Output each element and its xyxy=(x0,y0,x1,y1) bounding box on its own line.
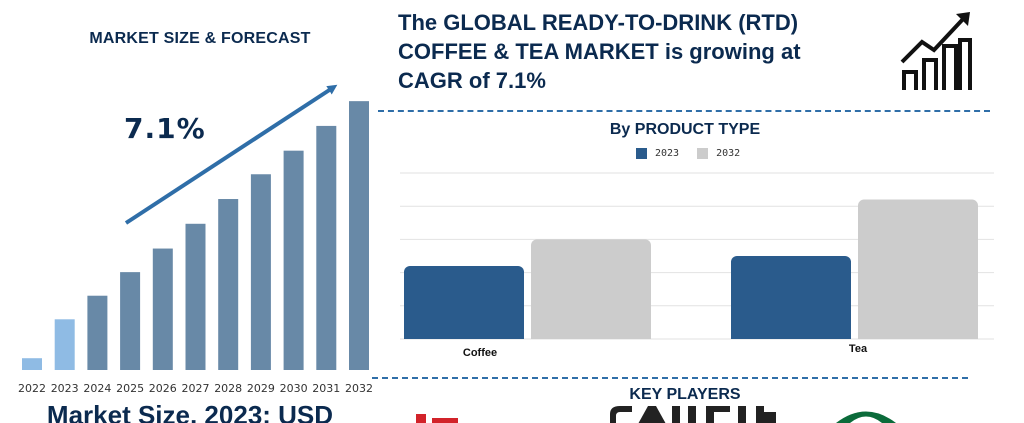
player-logo-green xyxy=(836,411,896,423)
legend-label-2023: 2023 xyxy=(655,148,680,159)
product-legend: 2023 2032 xyxy=(636,148,758,159)
cagr-annotation: 7.1% xyxy=(124,112,206,145)
forecast-bar-2024 xyxy=(87,295,108,370)
forecast-tick-2024: 2024 xyxy=(83,382,111,395)
legend-label-2032: 2032 xyxy=(716,148,741,159)
product-bar-base xyxy=(404,333,524,339)
key-players-title: KEY PLAYERS xyxy=(629,386,741,403)
legend-swatch-2023 xyxy=(636,148,647,159)
legend-item-2023: 2023 xyxy=(636,148,679,159)
forecast-tick-2031: 2031 xyxy=(312,382,340,395)
section-divider xyxy=(372,377,968,379)
forecast-bar-2025 xyxy=(120,272,141,370)
forecast-bar-chart: 2022 2023 2024 2025 2026 2027 2028 2029 2030 2031… xyxy=(18,84,373,395)
forecast-bar-2028 xyxy=(218,199,239,370)
product-bar-tea-2032 xyxy=(858,199,978,339)
forecast-tick-2022: 2022 xyxy=(18,382,46,395)
forecast-bar-2031 xyxy=(316,125,337,370)
product-bar-base xyxy=(731,333,851,339)
forecast-bar-2029 xyxy=(250,174,271,370)
forecast-tick-2032: 2032 xyxy=(345,382,373,395)
product-type-bar-chart: Coffee Tea xyxy=(400,172,994,359)
forecast-bar-2022 xyxy=(22,358,42,370)
product-bar-tea-2023 xyxy=(731,256,851,339)
section-divider xyxy=(378,110,990,112)
forecast-bar-2030 xyxy=(283,150,304,370)
forecast-tick-2025: 2025 xyxy=(116,382,144,395)
product-type-title: By PRODUCT TYPE xyxy=(609,121,761,138)
product-bar-coffee-2032 xyxy=(531,239,651,339)
player-logo-red xyxy=(416,414,458,423)
forecast-tick-2029: 2029 xyxy=(247,382,275,395)
market-size-caption: Market Size, 2023: USD xyxy=(46,400,334,423)
product-tick-coffee: Coffee xyxy=(463,347,497,359)
legend-swatch-2032 xyxy=(697,148,709,159)
product-tick-tea: Tea xyxy=(849,343,868,355)
headline: The GLOBAL READY-TO-DRINK (RTD) COFFEE &… xyxy=(398,10,801,93)
forecast-tick-2027: 2027 xyxy=(182,382,210,395)
forecast-tick-2026: 2026 xyxy=(149,382,177,395)
forecast-bar-2027 xyxy=(185,223,206,370)
market-size-title: MARKET SIZE & FORECAST xyxy=(89,30,311,47)
forecast-bar-2023 xyxy=(54,319,75,370)
player-logo-wordmark xyxy=(610,406,776,423)
growth-chart-icon xyxy=(900,12,972,90)
forecast-bar-2026 xyxy=(152,248,173,370)
forecast-tick-2030: 2030 xyxy=(280,382,308,395)
product-bar-base xyxy=(531,333,651,339)
product-bar-coffee-2023 xyxy=(404,265,524,339)
forecast-tick-2028: 2028 xyxy=(214,382,242,395)
legend-item-2032: 2032 xyxy=(697,148,740,159)
product-bar-base xyxy=(858,333,978,339)
growth-arrow xyxy=(124,84,338,225)
forecast-bar-2032 xyxy=(349,101,369,371)
forecast-tick-2023: 2023 xyxy=(51,382,79,395)
